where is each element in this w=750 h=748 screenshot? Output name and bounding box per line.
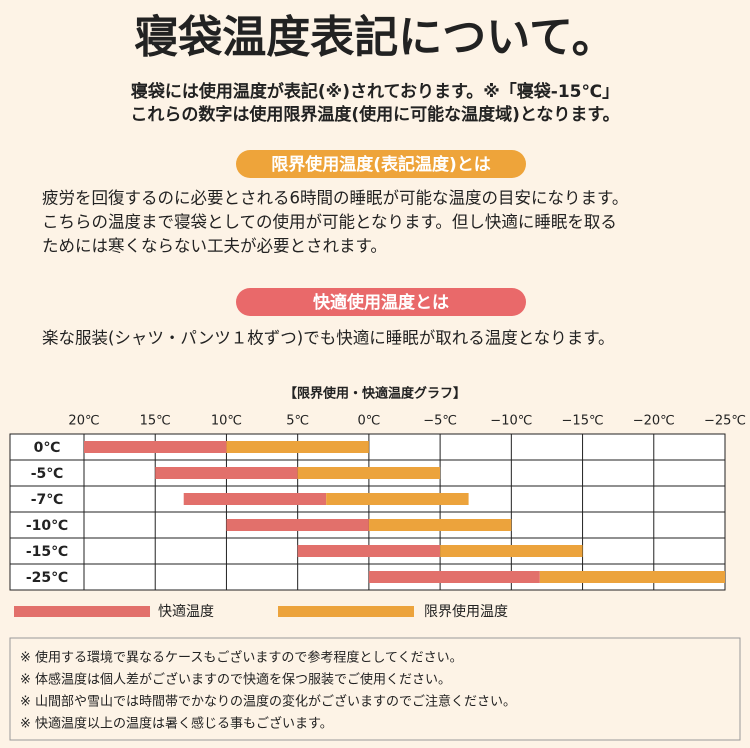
x-tick-label: 5℃ (286, 414, 309, 429)
x-tick-label: −5℃ (423, 414, 457, 429)
note: ※ 体感温度は個人差がございますので快適を保つ服装でご使用ください。 (20, 672, 451, 688)
note: ※ 快適温度以上の温度は暑く感じる事もございます。 (20, 716, 333, 732)
body: 楽な服装(シャツ・パンツ１枚ずつ)でも快適に睡眠が取れる温度となります。 (42, 329, 615, 348)
heading-pill (236, 150, 526, 178)
range-bar (297, 545, 441, 557)
x-tick-label: 20℃ (68, 414, 99, 429)
body: こちらの温度まで寝袋としての使用が可能となります。但し快適に睡眠を取る (42, 212, 617, 232)
range-bar (368, 571, 540, 583)
intro: これらの数字は使用限界温度(使用に可能な温度域)となります。 (130, 104, 619, 125)
x-tick-label: −25℃ (704, 414, 746, 429)
row-label: -25℃ (26, 570, 68, 586)
legend-swatch (14, 606, 150, 617)
range-bar (84, 441, 227, 453)
row-label: -7℃ (31, 492, 64, 508)
legend-label: 限界使用温度 (424, 603, 508, 620)
row-label: -10℃ (26, 518, 68, 534)
range-bar (183, 493, 327, 505)
title: 寝袋温度表記について。 (134, 12, 615, 63)
range-bar (368, 519, 512, 531)
range-bar (226, 519, 369, 531)
heading-pill (236, 288, 526, 316)
intro: 寝袋には使用温度が表記(※)されております。※「寝袋-15℃」 (131, 81, 619, 102)
note: ※ 使用する環境で異なるケースもございますので参考程度としてください。 (20, 650, 463, 666)
legend-label: 快適温度 (158, 603, 214, 620)
range-bar (226, 441, 369, 453)
x-tick-label: −10℃ (490, 414, 532, 429)
row-cell (9, 563, 726, 591)
heading: 快適使用温度とは (313, 292, 449, 313)
legend-swatch (278, 606, 414, 617)
notes-box (9, 637, 741, 741)
x-tick-label: 10℃ (211, 414, 242, 429)
x-tick-label: 15℃ (140, 414, 171, 429)
range-bar (297, 467, 441, 479)
x-tick-label: −15℃ (562, 414, 604, 429)
range-bar (326, 493, 469, 505)
range-bar (440, 545, 583, 557)
body: ためには寒くならない工夫が必要とされます。 (42, 237, 387, 256)
body: 疲労を回復するのに必要とされる6時間の睡眠が可能な温度の目安になります。 (42, 189, 628, 208)
row-label: 0℃ (34, 440, 61, 456)
row-label: -15℃ (26, 544, 68, 560)
chart-title: 【限界使用・快適温度グラフ】 (284, 386, 466, 402)
note: ※ 山間部や雪山では時間帯でかなりの温度の変化がございますのでご注意ください。 (20, 694, 516, 710)
heading: 限界使用温度(表記温度)とは (271, 154, 491, 175)
x-tick-label: 0℃ (357, 414, 380, 429)
range-bar (539, 571, 725, 583)
row-label: -5℃ (31, 466, 64, 482)
x-tick-label: −20℃ (633, 414, 675, 429)
range-bar (155, 467, 298, 479)
